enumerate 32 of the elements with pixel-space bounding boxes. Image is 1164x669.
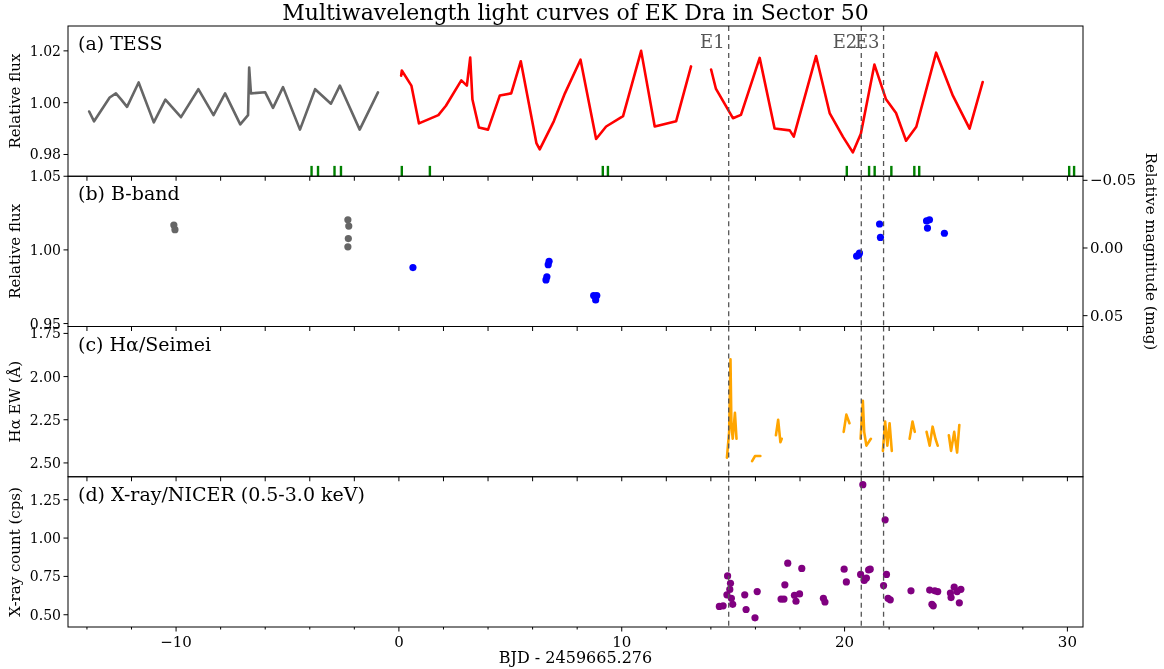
y-tick-label: 2.00: [29, 368, 61, 385]
y-axis-title: Relative flux: [6, 53, 24, 149]
x-tick-label: 20: [835, 633, 855, 651]
y-tick-label: 1.05: [29, 168, 61, 185]
y-axis-title: Hα EW (Å): [6, 360, 24, 443]
y2-axis-title: Relative magnitude (mag): [1142, 152, 1160, 351]
ref-line-label: E1: [700, 31, 725, 52]
y-tick-label: 1.25: [29, 491, 61, 508]
x-tick-label: 30: [1057, 633, 1077, 651]
y-tick-label: 1.00: [29, 94, 61, 111]
y-axis-title: Relative flux: [6, 203, 24, 299]
y-tick-label: 2.25: [29, 411, 61, 428]
y-tick-label: 1.00: [29, 241, 61, 258]
y-tick-label: 2.50: [29, 454, 61, 471]
annotation: (b) B-band: [78, 182, 180, 205]
annotation: (a) TESS: [78, 32, 163, 54]
annotation: (c) Hα/Seimei: [78, 332, 211, 355]
y2-tick-label: 0.05: [1090, 306, 1124, 325]
y2-tick-label: 0.00: [1090, 238, 1124, 257]
x-tick-label: 10: [612, 633, 632, 651]
x-tick-label: 0: [394, 633, 404, 651]
y-axis-title: X-ray count (cps): [6, 487, 24, 617]
y2-tick-label: −0.05: [1090, 171, 1136, 190]
y-tick-label: 1.02: [29, 42, 61, 59]
x-tick-label: −10: [160, 633, 192, 651]
chart-title: Multiwavelength light curves of EK Dra in Sector 50: [282, 0, 869, 25]
y-tick-label: 1.00: [29, 530, 61, 547]
y-tick-label: 0.75: [29, 568, 61, 585]
y-tick-label: 0.50: [29, 606, 61, 623]
annotation: (d) X-ray/NICER (0.5-3.0 keV): [78, 482, 365, 505]
x-axis-title: BJD - 2459665.276: [498, 648, 653, 667]
y-tick-label: 0.98: [29, 146, 61, 163]
